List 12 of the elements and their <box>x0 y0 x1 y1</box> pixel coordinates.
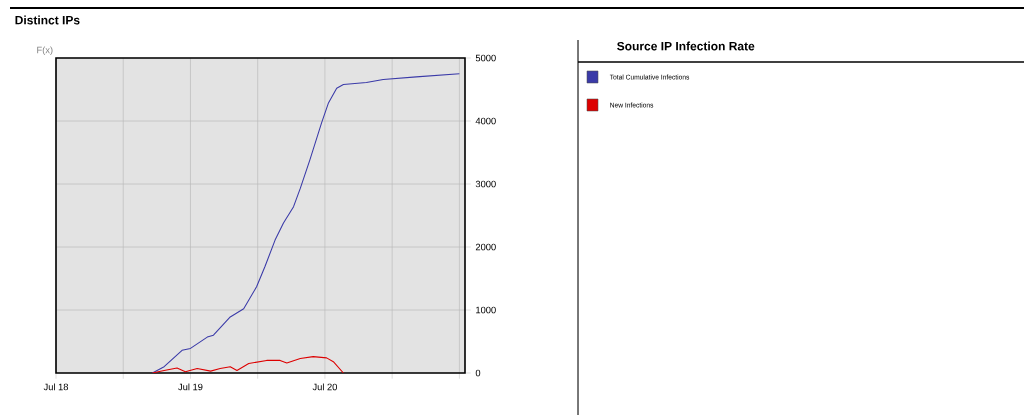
y-tick-label: 4000 <box>475 117 496 125</box>
x-tick-label: Jul 19 <box>178 383 203 391</box>
y-tick-label: 5000 <box>475 54 496 62</box>
legend-title: Source IP Infection Rate <box>617 41 755 51</box>
x-tick-label: Jul 18 <box>43 383 69 391</box>
y-tick-label: 3000 <box>475 180 496 188</box>
y-axis-title: F(x) <box>37 46 53 56</box>
chart-title: Distinct IPs <box>15 15 80 25</box>
y-tick-label: 0 <box>475 369 481 377</box>
y-tick-label: 2000 <box>475 243 496 251</box>
y-tick-label: 1000 <box>476 306 496 314</box>
x-tick-label: Jul 20 <box>312 383 338 391</box>
